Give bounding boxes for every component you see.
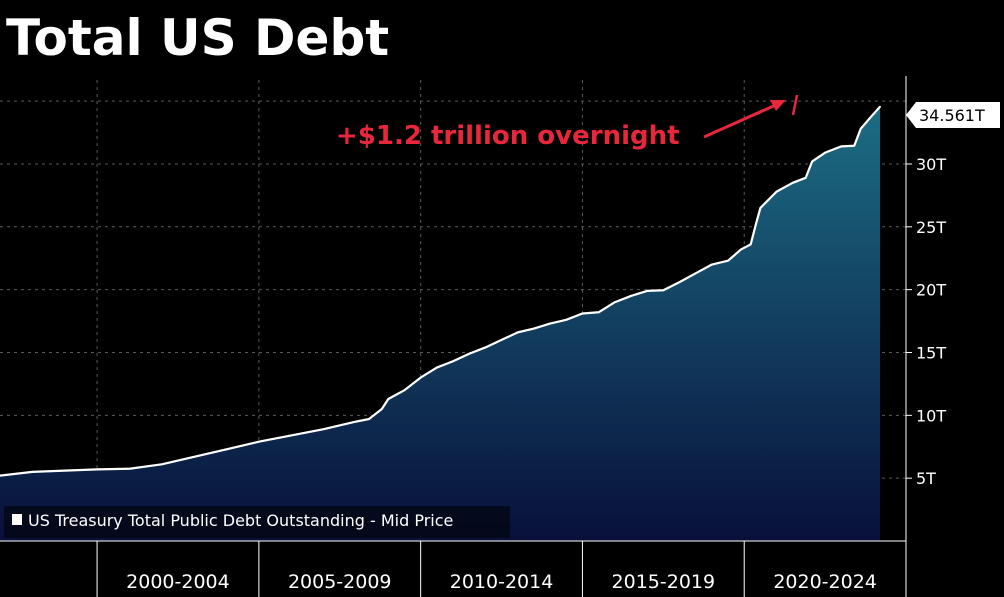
last-value-badge-shape <box>906 102 1000 128</box>
data-point <box>597 311 600 314</box>
data-point <box>533 327 535 330</box>
data-point <box>759 207 762 209</box>
y-axis-ticks: 5T 10T 15T 20T 25T 30T <box>906 155 946 488</box>
data-point <box>824 151 826 154</box>
legend-label: US Treasury Total Public Debt Outstandin… <box>28 511 453 530</box>
data-point <box>516 331 519 334</box>
data-point <box>419 376 422 379</box>
data-point <box>484 346 487 349</box>
data-point <box>96 468 98 471</box>
data-point <box>549 322 551 325</box>
data-point <box>225 448 228 451</box>
x-period-label: 2005-2009 <box>288 571 392 593</box>
legend-background <box>4 506 510 538</box>
x-period-label: 2000-2004 <box>126 571 230 593</box>
data-point <box>381 408 383 410</box>
data-point <box>711 263 713 266</box>
y-tick-label: 15T <box>916 343 946 362</box>
y-tick-label: 30T <box>916 155 946 174</box>
series-line <box>0 105 881 477</box>
data-point <box>694 272 697 275</box>
annotation-jump-marker <box>791 94 799 116</box>
data-point <box>804 177 807 179</box>
x-axis-periods: 2000-2004 2005-2009 2010-2014 2015-2019 2020… <box>96 541 907 597</box>
annotation-text: +$1.2 trillion overnight <box>336 121 680 151</box>
data-point <box>791 182 794 184</box>
data-point <box>646 290 648 292</box>
annotation-arrow <box>703 100 786 139</box>
y-tick-label: 25T <box>916 218 946 237</box>
annotation-arrow-shaft <box>703 102 779 139</box>
legend-swatch <box>12 514 22 525</box>
data-point <box>811 160 813 163</box>
data-point <box>128 467 131 470</box>
data-point <box>740 248 742 251</box>
data-point <box>452 360 454 363</box>
area-series-layer <box>0 105 881 542</box>
data-point <box>565 319 568 321</box>
data-point <box>662 289 665 292</box>
data-point <box>31 471 34 473</box>
y-tick-label: 10T <box>916 406 946 425</box>
data-point <box>840 145 843 148</box>
data-point <box>387 398 390 400</box>
data-point <box>775 190 778 193</box>
data-point <box>581 312 584 315</box>
data-point <box>322 428 325 430</box>
data-point <box>258 440 260 443</box>
data-point <box>869 116 872 119</box>
data-point <box>193 456 195 458</box>
series-area <box>0 106 881 542</box>
data-point <box>290 434 293 437</box>
x-period-label: 2015-2019 <box>612 571 716 593</box>
x-period-label: 2010-2014 <box>450 571 554 593</box>
chart-title: Total US Debt <box>6 9 389 67</box>
data-point <box>500 339 503 341</box>
data-point <box>859 127 862 130</box>
data-point <box>63 469 66 472</box>
data-point <box>754 224 757 227</box>
data-point <box>436 366 438 369</box>
data-point <box>879 105 881 108</box>
data-point <box>853 144 856 147</box>
y-tick-label: 5T <box>916 469 936 488</box>
y-tick-label: 20T <box>916 281 946 300</box>
annotation-arrow-head <box>770 100 786 111</box>
data-point <box>160 463 163 466</box>
data-point <box>468 352 470 355</box>
last-value-badge: 34.561T <box>906 102 1000 128</box>
data-point <box>749 243 752 246</box>
data-point <box>355 420 357 423</box>
data-point <box>727 259 729 262</box>
x-period-label: 2020-2024 <box>773 571 877 593</box>
data-point <box>0 474 1 477</box>
data-point <box>630 295 632 297</box>
legend: US Treasury Total Public Debt Outstandin… <box>4 506 510 538</box>
data-point <box>403 389 406 391</box>
data-point <box>678 281 681 283</box>
last-value-label: 34.561T <box>919 106 985 125</box>
data-point <box>613 301 616 304</box>
data-point <box>368 418 370 420</box>
